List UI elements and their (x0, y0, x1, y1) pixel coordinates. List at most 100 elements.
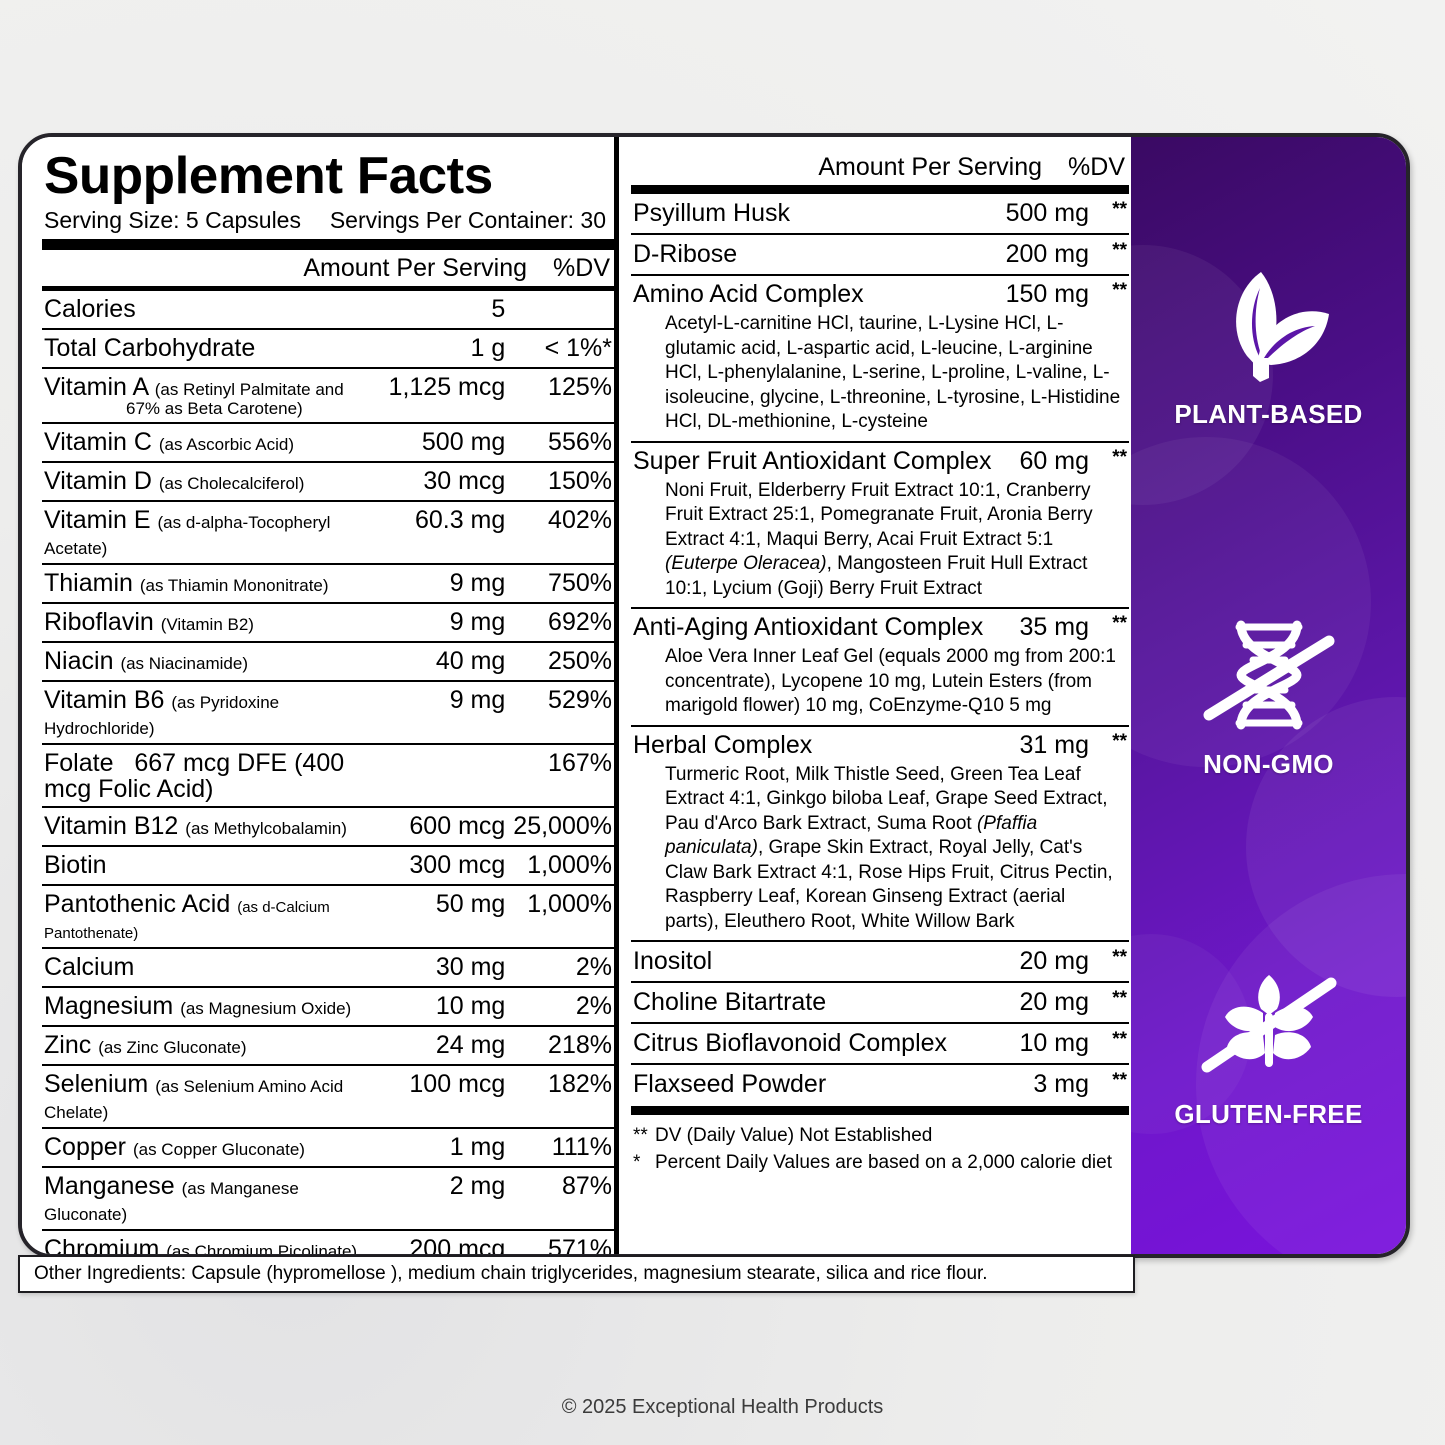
ingredient-amount: 3 mg (1033, 1070, 1089, 1098)
nutrient-dv: 150% (511, 461, 614, 502)
facts-right-column: Amount Per Serving %DV Psyillum Husk 500 … (614, 137, 1139, 1254)
copyright-notice: © 2025 Exceptional Health Products (561, 1396, 884, 1418)
nutrient-dv: 750% (511, 563, 614, 604)
nutrient-dv: 1,000% (511, 884, 614, 949)
divider (631, 1022, 1129, 1024)
nutrient-name: Folate 667 mcg DFE (400 mcg Folic Acid) (42, 743, 385, 808)
nutrient-name: Chromium (as Chromium Picolinate) (42, 1229, 385, 1254)
nutrient-name: Thiamin (as Thiamin Mononitrate) (42, 563, 385, 604)
nutrient-amount: 1 mg (384, 1127, 512, 1168)
nutrient-dv: < 1%* (511, 328, 614, 369)
list-item: Herbal Complex 31 mg ** Turmeric Root, Milk… (631, 727, 1129, 941)
list-item: Choline Bitartrate 20 mg ** (631, 983, 1129, 1022)
ingredient-name: Inositol (633, 947, 713, 975)
ingredient-amount: 20 mg (1019, 988, 1089, 1016)
servings-per-container: Servings Per Container: 30 (329, 206, 606, 233)
divider (631, 607, 1129, 609)
nutrient-name: Manganese (as Manganese Gluconate) (42, 1166, 385, 1231)
complex-ingredients: Aloe Vera Inner Leaf Gel (equals 2000 mg… (665, 646, 1116, 716)
nutrient-amount: 50 mg (384, 884, 512, 949)
percent-dv-label-right: %DV (1068, 153, 1125, 181)
ingredient-dv: ** (1112, 730, 1127, 752)
list-item: Citrus Bioflavonoid Complex 10 mg ** (631, 1024, 1129, 1063)
nutrient-amount: 30 mg (384, 947, 512, 988)
table-row: Calories 5 (42, 290, 614, 330)
badge-label-plant-based: PLANT-BASED (1174, 399, 1363, 430)
nutrient-amount: 2 mg (384, 1166, 512, 1231)
ingredient-amount: 60 mg (1019, 446, 1089, 475)
other-ingredients-strip: Other Ingredients: Capsule (hypromellose… (18, 1255, 1135, 1293)
other-ingredients-text: Other Ingredients: Capsule (hypromellose… (34, 1263, 988, 1284)
nutrient-amount: 9 mg (384, 563, 512, 604)
nutrient-amount (384, 743, 512, 808)
ingredient-amount: 35 mg (1019, 613, 1089, 641)
table-row: Riboflavin (Vitamin B2) 9 mg 692% (42, 602, 614, 643)
nutrient-name: Magnesium (as Magnesium Oxide) (42, 986, 385, 1027)
footnote-marker: * (633, 1151, 641, 1173)
list-item: D-Ribose 200 mg ** (631, 235, 1129, 274)
left-column-header: Amount Per Serving %DV (42, 250, 614, 286)
nutrient-amount: 200 mcg (384, 1229, 512, 1254)
divider-thick-left (42, 238, 614, 250)
amount-per-serving-label: Amount Per Serving (303, 253, 528, 282)
complex-header: Herbal Complex 31 mg ** (631, 727, 1129, 762)
table-row: Vitamin B12 (as Methylcobalamin) 600 mcg 2… (42, 806, 614, 847)
nutrient-dv: 87% (511, 1166, 614, 1231)
divider (631, 233, 1129, 235)
ingredient-name: Herbal Complex (633, 730, 813, 759)
complex-header: Super Fruit Antioxidant Complex 60 mg ** (631, 443, 1129, 478)
list-item: Super Fruit Antioxidant Complex 60 mg ** No… (631, 443, 1129, 608)
serving-info: Serving Size: 5 Capsules Servings Per Co… (42, 202, 614, 237)
nutrient-amount: 9 mg (384, 680, 512, 745)
nutrient-dv: 2% (511, 986, 614, 1027)
nutrient-name: Vitamin C (as Ascorbic Acid) (42, 422, 385, 463)
footnote-marker: ** (633, 1125, 648, 1146)
divider (631, 724, 1129, 727)
leaf-icon (1131, 261, 1406, 389)
divider (631, 981, 1129, 983)
ingredient-name: Psyillum Husk (633, 199, 790, 227)
list-item: Inositol 20 mg ** (631, 942, 1129, 981)
divider (631, 274, 1129, 276)
divider-thick-footnotes (631, 1106, 1129, 1115)
table-row: Selenium (as Selenium Amino Acid Chelate… (42, 1064, 614, 1129)
nutrient-amount: 9 mg (384, 602, 512, 643)
nutrients-table-left: Calories 5 Total Carbohydrate 1 g < 1%* Vitam… (42, 290, 614, 1254)
nutrient-dv: 25,000% (511, 806, 614, 847)
nutrient-amount: 24 mg (384, 1025, 512, 1066)
footnote-text: Percent Daily Values are based on a 2,00… (655, 1151, 1112, 1173)
table-row: Copper (as Copper Gluconate) 1 mg 111% (42, 1127, 614, 1168)
nutrient-name: Total Carbohydrate (42, 328, 385, 369)
complex-header: Amino Acid Complex 150 mg ** (631, 276, 1129, 311)
complex-ingredients: Turmeric Root, Milk Thistle Seed, Green … (665, 763, 1113, 932)
table-row: Vitamin A (as Retinyl Palmitate and 67% a… (42, 367, 614, 424)
footnote: * Percent Daily Values are based on a 2,0… (633, 1150, 1127, 1177)
nutrient-amount: 5 (384, 290, 512, 330)
ingredient-name: Citrus Bioflavonoid Complex (633, 1029, 948, 1057)
ingredient-dv: ** (1112, 240, 1127, 261)
table-row: Folate 667 mcg DFE (400 mcg Folic Acid) 1… (42, 743, 614, 808)
nutrient-dv: 571% (511, 1229, 614, 1254)
ingredient-dv: ** (1112, 1070, 1127, 1091)
table-row: Vitamin B6 (as Pyridoxine Hydrochloride)… (42, 680, 614, 745)
amount-per-serving-label-right: Amount Per Serving (818, 153, 1043, 181)
nutrient-dv: 250% (511, 641, 614, 682)
ingredient-amount: 200 mg (1005, 240, 1089, 268)
nutrient-amount: 300 mcg (384, 845, 512, 886)
ingredient-name: Choline Bitartrate (633, 988, 827, 1016)
ingredient-dv: ** (1112, 199, 1127, 220)
nutrient-amount: 30 mcg (384, 461, 512, 502)
nutrient-dv: 529% (511, 680, 614, 745)
page-title: Supplement Facts (44, 147, 493, 205)
table-row: Manganese (as Manganese Gluconate) 2 mg 87… (42, 1166, 614, 1231)
list-item: Psyillum Husk 500 mg ** (631, 194, 1129, 233)
ingredient-amount: 10 mg (1019, 1029, 1089, 1057)
table-row: Calcium 30 mg 2% (42, 947, 614, 988)
table-row: Total Carbohydrate 1 g < 1%* (42, 328, 614, 369)
table-row: Niacin (as Niacinamide) 40 mg 250% (42, 641, 614, 682)
nutrient-dv: 182% (511, 1064, 614, 1129)
nutrient-dv: 556% (511, 422, 614, 463)
nutrient-dv: 692% (511, 602, 614, 643)
ingredient-dv: ** (1112, 613, 1127, 634)
